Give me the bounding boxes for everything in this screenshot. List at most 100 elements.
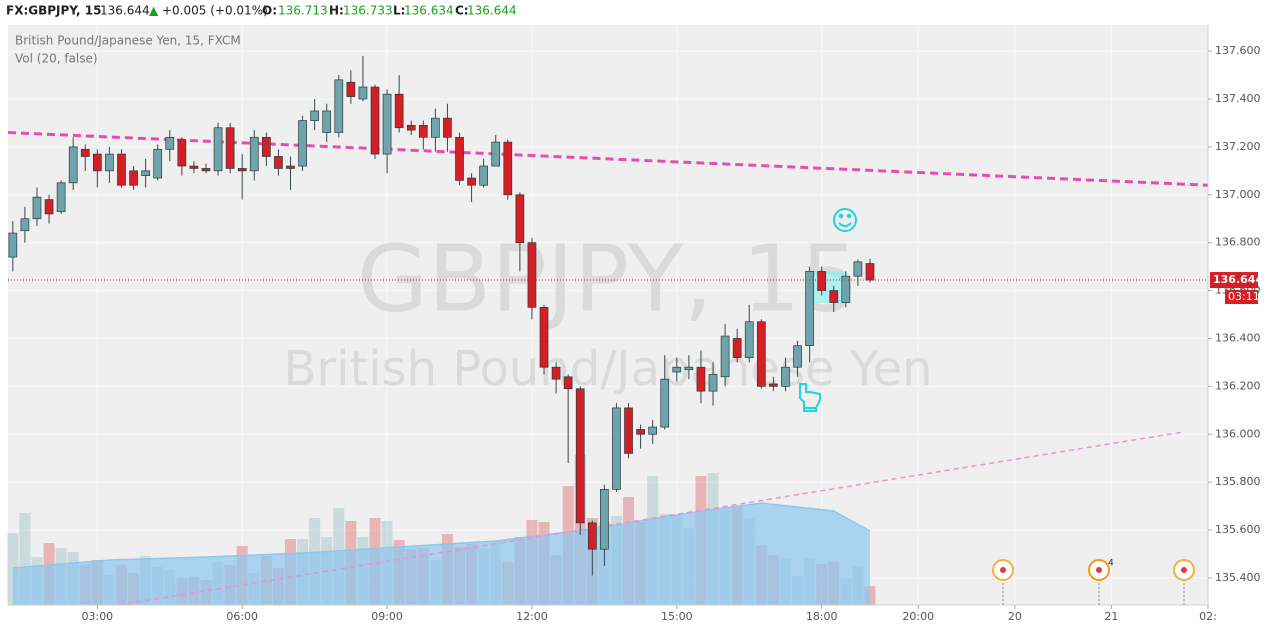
x-tick-label: 20:00 [902,610,934,623]
candle-body [117,153,126,186]
y-tick-label: 136.400 [1215,331,1261,344]
candle-body [262,136,271,157]
candle-body [298,120,307,167]
open-label: O: [262,4,277,18]
candle-body [201,168,211,172]
candle-body [418,124,428,138]
close-value: 136.644 [467,4,517,18]
last-price-label: 136.644 [1213,273,1263,286]
open-value: 136.713 [278,4,328,18]
volume-ma [12,503,870,605]
candle-body [274,156,283,169]
y-tick-label: 136.800 [1215,236,1261,249]
candle-body [503,141,513,196]
change: +0.005 (+0.01%) [162,4,268,18]
candle-body [587,522,597,550]
highlight-box [809,271,847,303]
candle-body [322,110,332,133]
candle-body [68,146,78,184]
candle-body [249,136,259,172]
candle-body [841,275,851,303]
close-label: C: [455,4,469,18]
y-tick-label: 136.200 [1215,379,1261,392]
candle-body [358,86,368,100]
y-tick-label: 137.000 [1215,188,1261,201]
high-value: 136.733 [343,4,393,18]
candle-body [769,383,778,387]
candle-body [805,271,814,347]
trendline-layer [7,131,1209,606]
low-label: L: [393,4,405,18]
watermark-name: British Pound/Japanese Yen [283,341,932,397]
candle-body [346,81,356,97]
candle-body [648,426,658,435]
candle-body [80,148,90,157]
candle-body [177,139,187,167]
candle-body [624,407,633,454]
candle-body [443,117,452,138]
x-tick-label: 02: [1199,610,1217,623]
candle-body [286,165,295,169]
high-label: H: [329,4,344,18]
candle-body [781,366,790,387]
candle-body [105,153,114,172]
y-tick-label: 137.200 [1215,140,1261,153]
candle-body [612,407,621,490]
y-tick-label: 135.600 [1215,523,1261,536]
candle-body [696,366,706,392]
x-tick-label: 09:00 [371,610,403,623]
countdown-label: 03:11 [1228,290,1260,303]
candle-body [575,388,585,524]
candle-body [189,165,199,169]
candle-body [744,321,754,358]
candle-body [32,196,42,220]
y-tick-label: 135.800 [1215,475,1261,488]
candle-body [141,170,150,176]
trendline [7,131,1209,187]
smiley-icon [833,208,857,232]
header: FX:GBPJPY, 15 136.644 ▲ +0.005 (+0.01%) … [6,4,517,18]
candle-body [720,335,730,378]
candle-body [539,306,549,368]
candle-body [382,93,392,155]
chart-subtitle: Vol (20, false) [15,52,98,66]
last-price: 136.644 [100,4,150,18]
candle-body [684,366,694,370]
candle-body [129,170,138,186]
candle-body [153,148,163,179]
candle-body [660,378,670,428]
axes: 137.600 137.400 137.200 137.000 136.800 136.6… [81,44,1263,623]
candle-body [310,110,319,121]
y-tick-label: 137.400 [1215,92,1261,105]
y-tick-label: 136.000 [1215,427,1261,440]
x-tick-label: 06:00 [226,610,258,623]
candle-body [551,366,561,380]
candle-body [817,271,827,291]
candle-body [406,124,416,131]
candle-body [431,117,440,138]
volume-bar [19,513,31,605]
hand-icon [799,383,821,412]
candle-body [515,194,525,244]
candle-body [56,182,66,212]
x-tick-label: 15:00 [661,610,693,623]
candle-body [708,374,718,392]
x-tick-label: 12:00 [516,610,548,623]
event-badge: 4 [1108,559,1114,569]
candle-body [370,86,380,155]
candle-body [756,321,766,387]
candle-body [479,165,489,186]
candle-body [44,199,54,215]
watermark-symbol: GBPJPY, 15 [357,225,859,332]
candle-body [20,218,30,232]
volume-ma-line [12,502,871,569]
candle-body [672,366,682,373]
candle-body [92,153,102,172]
candle-body [334,79,344,133]
chart-title: British Pound/Japanese Yen, 15, FXCM [15,34,241,48]
candle-body [865,263,875,281]
candle-body [636,429,645,435]
low-value: 136.634 [404,4,454,18]
